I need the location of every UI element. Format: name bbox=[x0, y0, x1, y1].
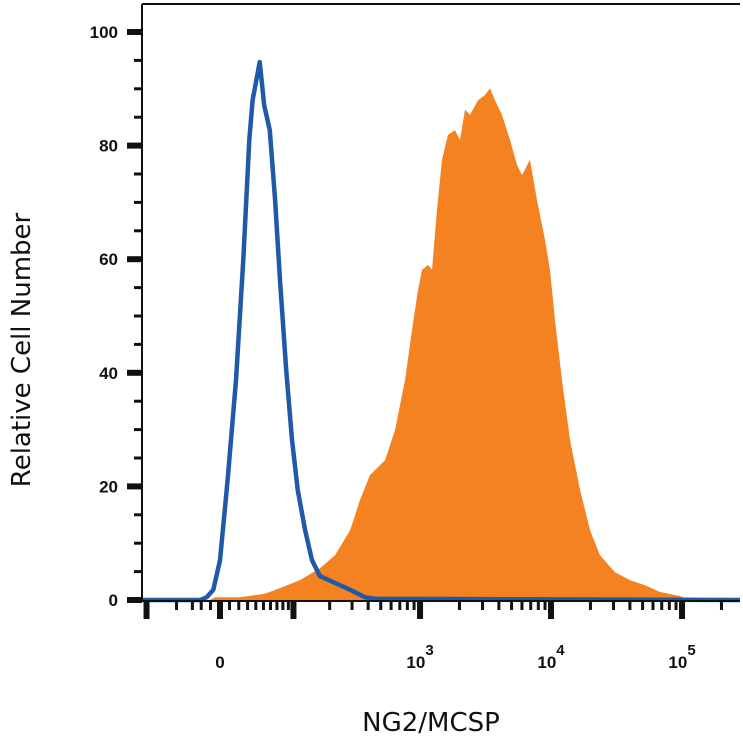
x-tick-label: 0 bbox=[215, 653, 224, 672]
x-tick-label: 103 bbox=[406, 642, 433, 672]
x-tick-exponent: 5 bbox=[687, 642, 695, 659]
y-tick-label: 20 bbox=[99, 477, 118, 496]
y-tick-label: 80 bbox=[99, 137, 118, 156]
x-tick-exponent: 3 bbox=[425, 642, 433, 659]
x-tick-label: 105 bbox=[668, 642, 695, 672]
x-tick-base: 10 bbox=[537, 653, 556, 672]
series-layer bbox=[142, 59, 741, 603]
y-tick-label: 100 bbox=[90, 23, 118, 42]
outline-histogram-series bbox=[142, 59, 741, 603]
y-tick-label: 0 bbox=[109, 591, 118, 610]
y-ticks: 0 20 40 60 80 100 bbox=[90, 23, 142, 610]
x-tick-exponent: 4 bbox=[556, 642, 565, 659]
x-tick-base: 10 bbox=[406, 653, 425, 672]
y-tick-label: 60 bbox=[99, 250, 118, 269]
x-tick-base: 10 bbox=[668, 653, 687, 672]
filled-histogram-series bbox=[209, 88, 690, 600]
x-tick-base: 0 bbox=[215, 653, 224, 672]
y-tick-label: 40 bbox=[99, 364, 118, 383]
y-axis-title: Relative Cell Number bbox=[7, 212, 37, 487]
x-axis-title: NG2/MCSP bbox=[362, 708, 500, 738]
x-tick-label: 104 bbox=[537, 642, 565, 672]
